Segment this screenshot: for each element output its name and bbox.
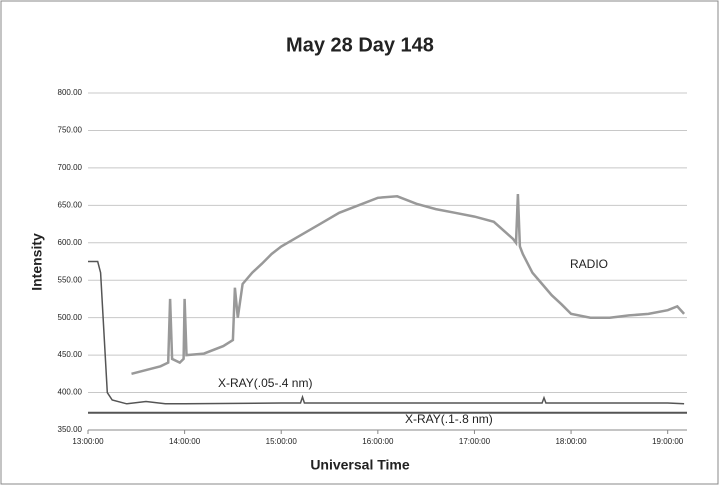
x-tick-label: 16:00:00 [362,437,394,446]
y-tick-label: 500.00 [58,313,83,322]
x-tick-label: 18:00:00 [555,437,587,446]
series-line [131,194,686,376]
series-label: RADIO [570,257,608,271]
y-tick-label: 350.00 [58,425,83,434]
x-tick-label: 19:00:00 [652,437,684,446]
y-tick-label: 650.00 [58,200,83,209]
series-label: X-RAY(.1-.8 nm) [405,412,493,426]
x-tick-label: 17:00:00 [459,437,491,446]
y-tick-label: 800.00 [58,88,83,97]
y-tick-label: 750.00 [58,126,83,135]
chart-title: May 28 Day 148 [286,34,434,56]
series-line [88,260,685,405]
y-tick-label: 700.00 [58,163,83,172]
x-tick-label: 15:00:00 [266,437,298,446]
x-tick-label: 14:00:00 [169,437,201,446]
y-tick-label: 450.00 [58,350,83,359]
y-tick-label: 400.00 [58,388,83,397]
y-axis-label: Intensity [29,233,45,291]
x-tick-label: 13:00:00 [72,437,104,446]
y-tick-label: 550.00 [58,275,83,284]
series-label: X-RAY(.05-.4 nm) [218,376,312,390]
x-axis-label: Universal Time [310,457,410,473]
y-tick-label: 600.00 [58,238,83,247]
